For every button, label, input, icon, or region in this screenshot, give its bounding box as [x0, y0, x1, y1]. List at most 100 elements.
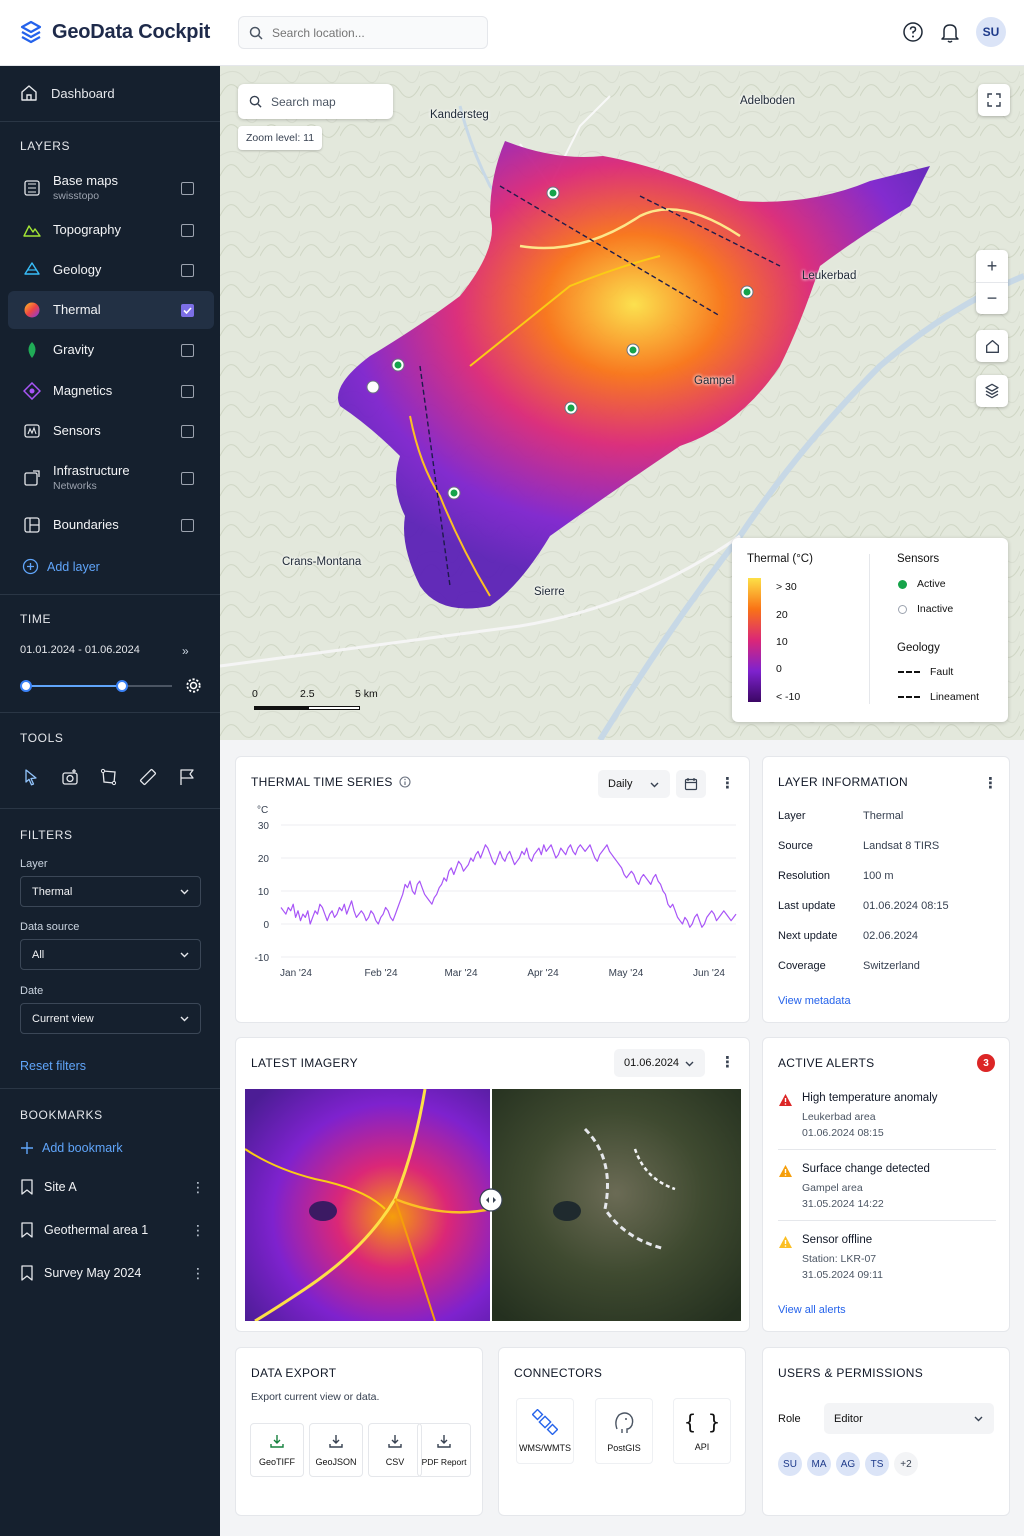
- export-geojson-button[interactable]: GeoJSON: [309, 1423, 363, 1477]
- filters-title: FILTERS: [20, 828, 73, 842]
- layer-row-geology[interactable]: Geology: [8, 251, 214, 289]
- interval-select[interactable]: Daily: [598, 770, 670, 798]
- export-csv-button[interactable]: CSV: [368, 1423, 422, 1477]
- more-vertical-icon[interactable]: ⋮: [720, 1054, 735, 1071]
- calendar-button[interactable]: [676, 770, 706, 798]
- export-geotiff-button[interactable]: GeoTIFF: [250, 1423, 304, 1477]
- time-slider-end-handle[interactable]: [116, 680, 129, 692]
- layer-row-thermal[interactable]: Thermal: [8, 291, 214, 329]
- help-icon[interactable]: [902, 21, 924, 43]
- topography-icon: [23, 225, 41, 237]
- view-metadata-link[interactable]: View metadata: [778, 995, 851, 1007]
- x-tick-label: Jan '24: [280, 968, 312, 979]
- thermal-legend-title: Thermal (°C): [747, 553, 813, 565]
- flag-tool-icon[interactable]: [178, 768, 196, 786]
- y-tick-label: 20: [258, 854, 270, 865]
- add-bookmark-button[interactable]: Add bookmark: [20, 1141, 123, 1155]
- layer-checkbox[interactable]: [181, 223, 194, 237]
- layer-checkbox[interactable]: [181, 424, 194, 438]
- layer-checkbox[interactable]: [181, 343, 194, 357]
- date-select[interactable]: Current view: [20, 1003, 201, 1034]
- imagery-date-select[interactable]: 01.06.2024: [614, 1049, 705, 1077]
- legend-label: Inactive: [917, 603, 954, 615]
- bookmark-label: Site A: [44, 1180, 77, 1194]
- more-vertical-icon[interactable]: ⋮: [720, 775, 735, 792]
- alert-item[interactable]: Surface change detected Gampel area 31.05.…: [778, 1163, 996, 1221]
- zoom-in-button[interactable]: +: [986, 255, 998, 276]
- user-avatar[interactable]: TS: [865, 1452, 889, 1476]
- info-icon[interactable]: [399, 776, 411, 788]
- home-view-button[interactable]: [976, 330, 1008, 362]
- reset-filters-link[interactable]: Reset filters: [20, 1059, 86, 1073]
- role-select[interactable]: Editor: [824, 1403, 994, 1434]
- bookmark-item[interactable]: Survey May 2024 ⋮: [20, 1265, 205, 1281]
- layer-checkbox[interactable]: [181, 181, 194, 195]
- layer-switcher-button[interactable]: [976, 375, 1008, 407]
- map-search[interactable]: Search map: [238, 84, 393, 119]
- layer-checkbox[interactable]: [181, 263, 194, 277]
- user-avatar[interactable]: SU: [778, 1452, 802, 1476]
- layers-logo-icon: [20, 20, 42, 44]
- more-vertical-icon[interactable]: ⋮: [191, 1178, 205, 1195]
- add-layer-button[interactable]: Add layer: [22, 558, 100, 575]
- data-source-select[interactable]: All: [20, 939, 201, 970]
- layer-row-infrastructure[interactable]: Infrastructure Networks: [8, 456, 214, 500]
- home-icon: [985, 339, 999, 353]
- layer-row-sensors[interactable]: Sensors: [8, 412, 214, 450]
- layer-checkbox[interactable]: [181, 471, 194, 485]
- layer-checkbox[interactable]: [181, 384, 194, 398]
- connector-postgis[interactable]: PostGIS: [595, 1398, 653, 1464]
- info-key: Resolution: [778, 870, 830, 882]
- alert-title: Surface change detected: [802, 1163, 930, 1175]
- user-avatar[interactable]: MA: [807, 1452, 831, 1476]
- layer-row-topography[interactable]: Topography: [8, 211, 214, 249]
- layer-filter-select[interactable]: Thermal: [20, 876, 201, 907]
- app-logo[interactable]: GeoData Cockpit: [20, 20, 210, 44]
- map-view[interactable]: Search map Zoom level: 11 Kandersteg Ade…: [220, 66, 1024, 740]
- more-vertical-icon[interactable]: ⋮: [191, 1264, 205, 1281]
- layer-checkbox-checked[interactable]: [181, 303, 194, 317]
- connector-wms[interactable]: WMS/WMTS: [516, 1398, 574, 1464]
- imagery-compare-view[interactable]: [245, 1089, 741, 1321]
- layer-checkbox[interactable]: [181, 518, 194, 532]
- camera-tool-icon[interactable]: [61, 768, 79, 786]
- y-tick-label: 30: [258, 821, 270, 832]
- alerts-card: ACTIVE ALERTS 3 High temperature anomaly…: [762, 1037, 1010, 1332]
- fullscreen-button[interactable]: [978, 84, 1010, 116]
- bookmark-item[interactable]: Site A ⋮: [20, 1179, 205, 1195]
- more-vertical-icon[interactable]: ⋮: [191, 1221, 205, 1238]
- legend-tick: > 30: [776, 581, 797, 593]
- user-avatar-list: SU MA AG TS +2: [778, 1452, 918, 1476]
- zoom-out-button[interactable]: −: [976, 282, 1008, 314]
- time-slider-start-handle[interactable]: [20, 680, 32, 692]
- global-search-input[interactable]: [272, 25, 472, 40]
- user-avatar[interactable]: SU: [976, 17, 1006, 47]
- y-axis-unit: °C: [257, 805, 268, 816]
- more-vertical-icon[interactable]: ⋮: [983, 775, 998, 792]
- ruler-tool-icon[interactable]: [139, 768, 157, 786]
- alert-title: High temperature anomaly: [802, 1092, 938, 1104]
- connector-api[interactable]: { } API: [673, 1398, 731, 1464]
- global-search[interactable]: [238, 16, 488, 49]
- bell-icon[interactable]: [939, 21, 961, 43]
- more-users-badge[interactable]: +2: [894, 1452, 918, 1476]
- pointer-tool-icon[interactable]: [22, 768, 40, 786]
- layer-row-gravity[interactable]: Gravity: [8, 331, 214, 369]
- layer-row-boundaries[interactable]: Boundaries: [8, 506, 214, 544]
- sidebar-item-dashboard[interactable]: Dashboard: [20, 84, 115, 102]
- export-pdf-button[interactable]: PDF Report: [417, 1423, 471, 1477]
- view-all-alerts-link[interactable]: View all alerts: [778, 1304, 846, 1316]
- layer-row-magnetics[interactable]: Magnetics: [8, 372, 214, 410]
- alert-item[interactable]: Sensor offline Station: LKR-07 31.05.2024 …: [778, 1234, 996, 1283]
- export-label: CSV: [385, 1456, 405, 1467]
- alert-item[interactable]: High temperature anomaly Leukerbad area 01…: [778, 1092, 996, 1150]
- polygon-tool-icon[interactable]: [100, 768, 118, 786]
- chevrons-right-icon[interactable]: »: [182, 644, 189, 658]
- alert-time: 31.05.2024 09:11: [802, 1269, 883, 1281]
- place-label: Crans-Montana: [282, 556, 362, 568]
- bookmark-item[interactable]: Geothermal area 1 ⋮: [20, 1222, 205, 1238]
- settings-icon[interactable]: [185, 677, 202, 694]
- time-title: TIME: [20, 612, 52, 626]
- layer-row-base-maps[interactable]: Base maps swisstopo: [8, 169, 214, 207]
- user-avatar[interactable]: AG: [836, 1452, 860, 1476]
